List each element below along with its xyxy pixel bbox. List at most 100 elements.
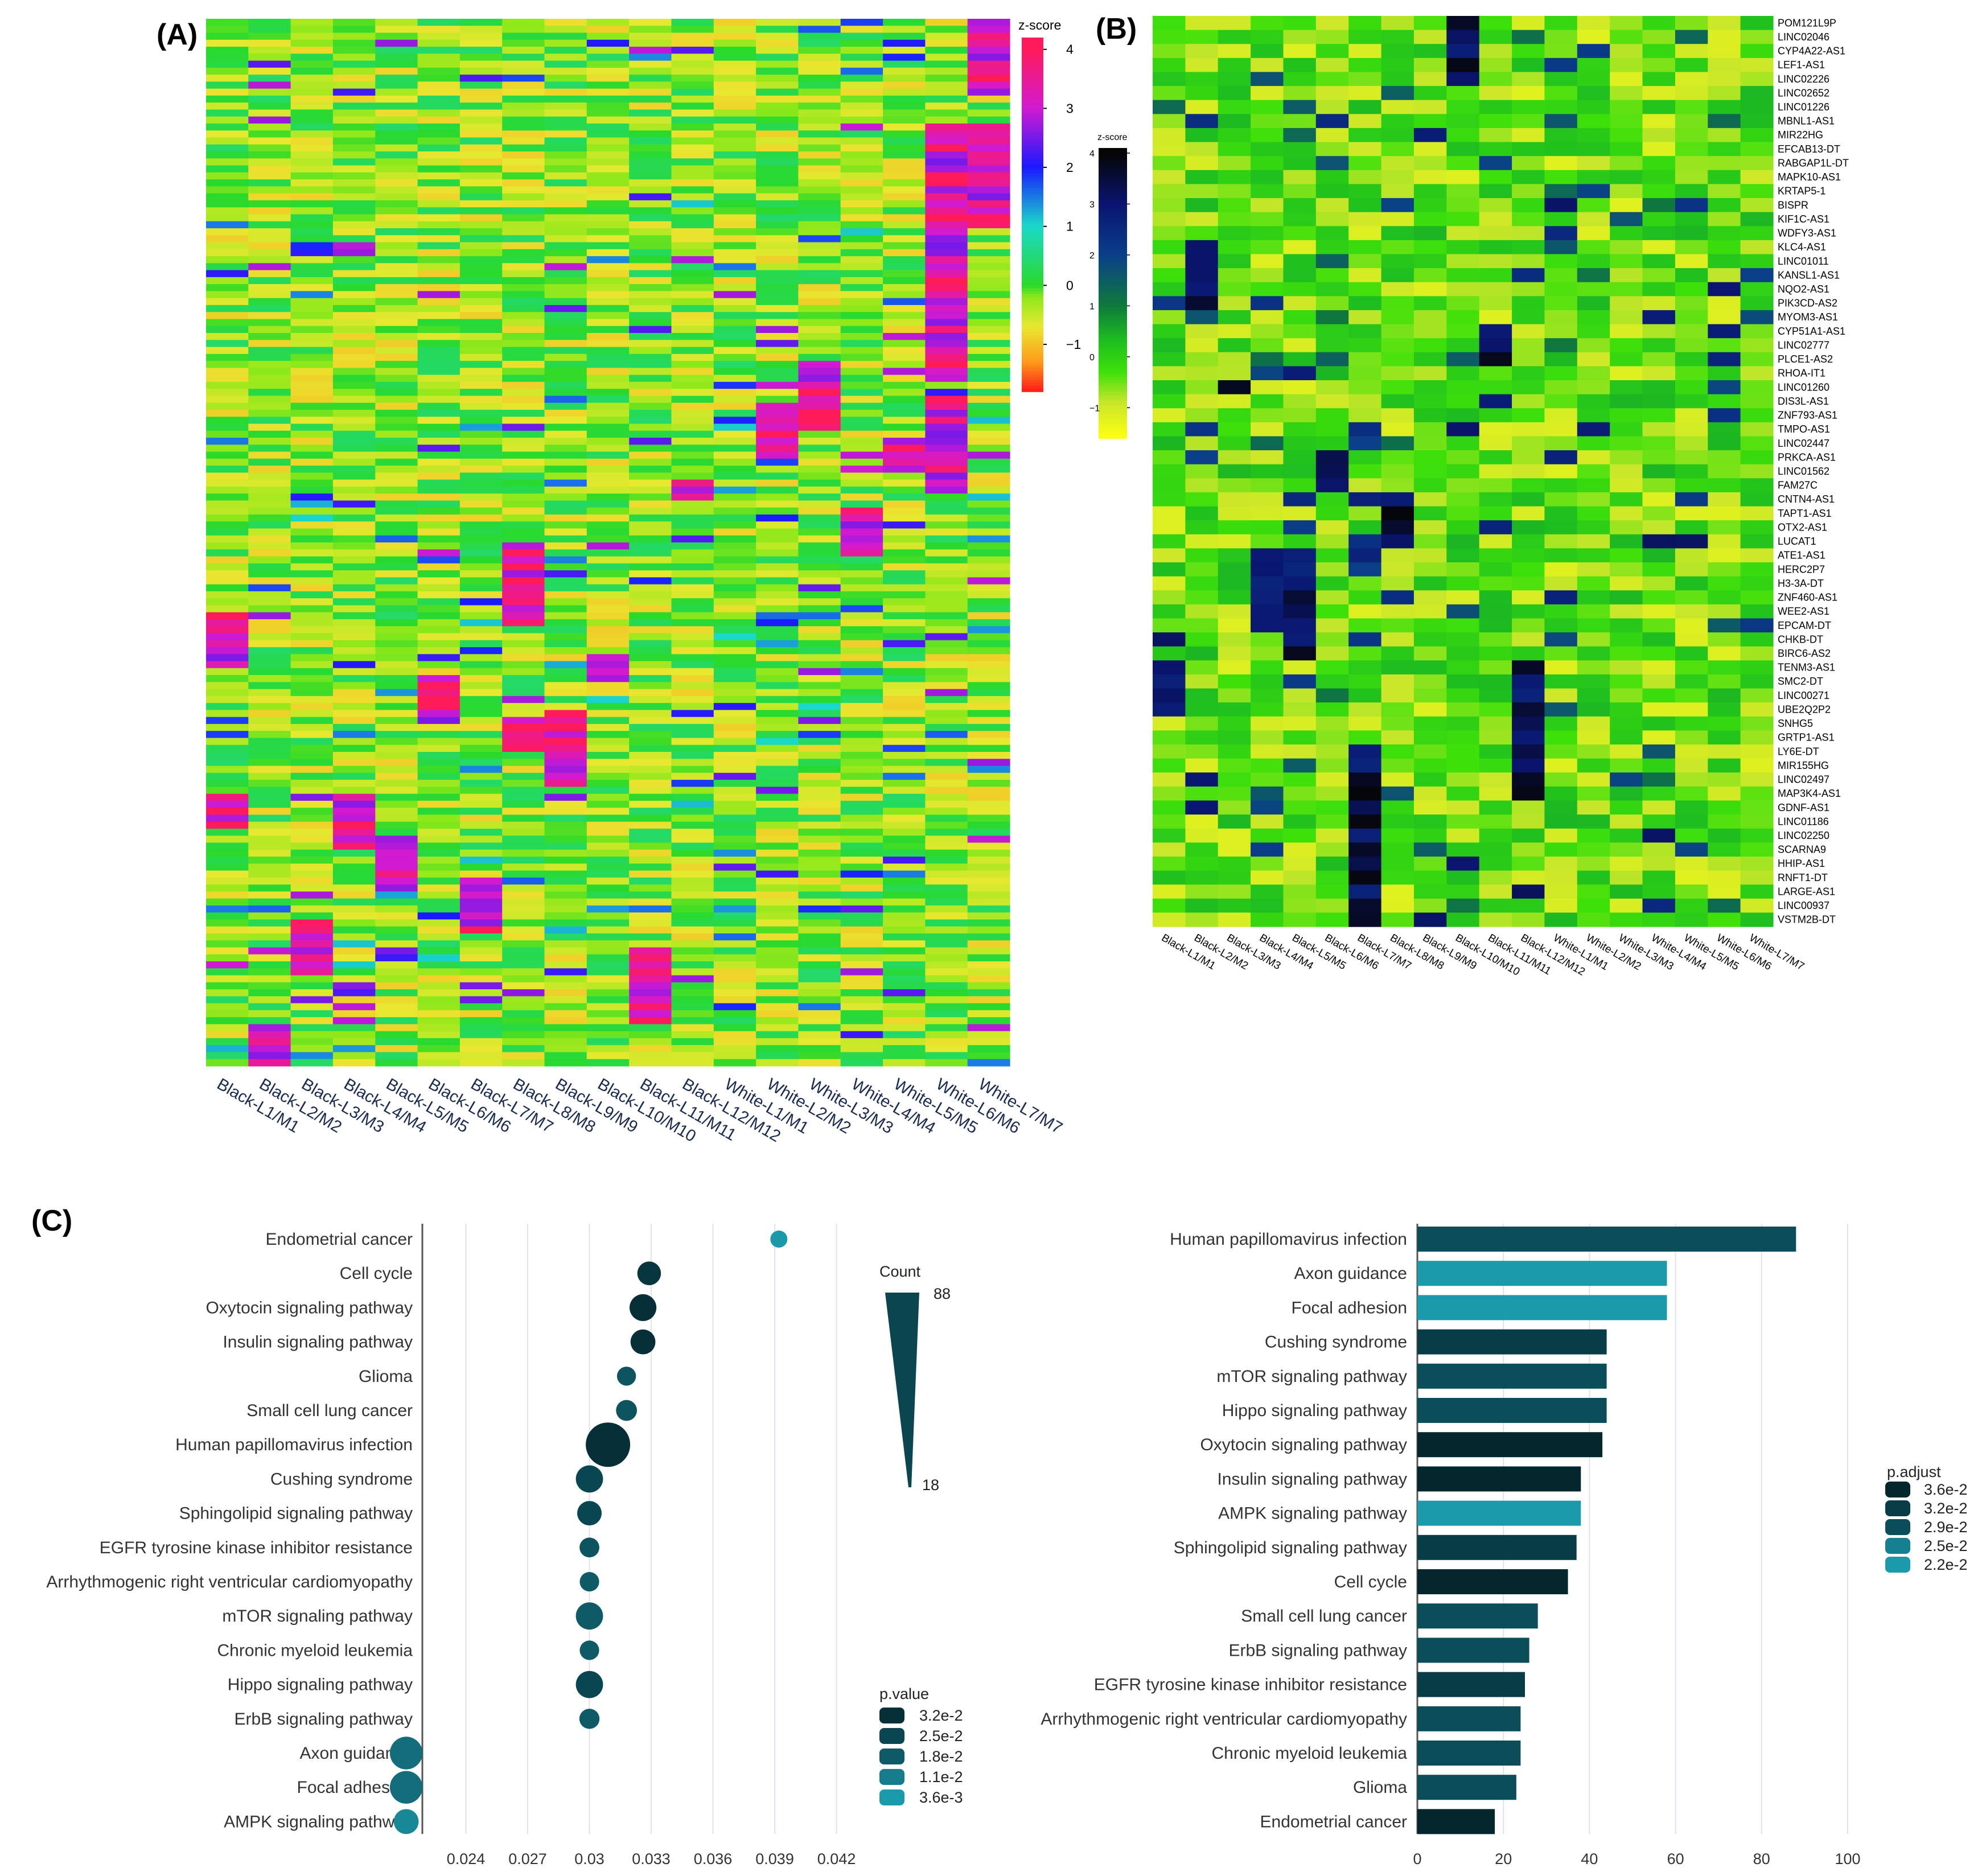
heatmap-b-cell <box>1283 30 1317 44</box>
heatmap-b-gene-label: CNTN4-AS1 <box>1778 493 1835 505</box>
heatmap-b-cell <box>1544 100 1578 114</box>
heatmap-b-cell <box>1153 127 1186 143</box>
heatmap-a-cell <box>502 633 545 641</box>
heatmap-a-cell <box>290 95 334 103</box>
colorbar-a-segment <box>1022 306 1043 310</box>
heatmap-b-cell <box>1479 772 1512 787</box>
heatmap-b-cell <box>1577 366 1610 381</box>
heatmap-a-cell <box>798 556 841 564</box>
heatmap-b-cell <box>1185 142 1219 157</box>
heatmap-a-cell <box>798 661 841 669</box>
heatmap-a-cell <box>840 353 883 361</box>
heatmap-a-cell <box>206 926 249 934</box>
heatmap-a-cell <box>756 780 799 787</box>
heatmap-a-cell <box>629 32 672 40</box>
heatmap-b-cell <box>1512 57 1545 73</box>
heatmap-a-cell <box>967 528 1010 536</box>
heatmap-a-cell <box>332 633 376 641</box>
barplot-bar <box>1417 1329 1607 1355</box>
heatmap-a-cell <box>586 766 630 774</box>
heatmap-b-cell <box>1283 170 1317 184</box>
heatmap-b-gene-label: EFCAB13-DT <box>1778 143 1840 155</box>
heatmap-a-cell <box>756 877 799 885</box>
colorbar-b-segment <box>1099 186 1127 190</box>
heatmap-a-cell <box>248 39 291 47</box>
heatmap-a-cell <box>629 479 672 487</box>
heatmap-a-cell <box>840 919 883 927</box>
heatmap-b-cell <box>1642 464 1676 479</box>
heatmap-a-cell <box>248 723 291 731</box>
heatmap-b-cell <box>1348 898 1382 913</box>
heatmap-a-cell <box>586 528 630 536</box>
heatmap-a-cell <box>713 528 756 536</box>
heatmap-a-cell <box>713 486 756 494</box>
heatmap-b-gene-label: LINC02447 <box>1778 438 1829 449</box>
heatmap-a-cell <box>671 19 714 26</box>
heatmap-a-cell <box>713 947 756 955</box>
heatmap-a-cell <box>544 787 587 795</box>
colorbar-a-segment <box>1022 153 1043 157</box>
heatmap-b-cell <box>1413 590 1447 605</box>
heatmap-a-cell <box>417 39 460 47</box>
heatmap-a-cell <box>925 926 968 934</box>
heatmap-b-cell <box>1413 72 1447 87</box>
heatmap-a-cell <box>417 165 460 173</box>
heatmap-b-cell <box>1642 212 1676 227</box>
heatmap-a-cell <box>544 368 587 376</box>
heatmap-a-cell <box>206 752 249 759</box>
barplot-term-label: Focal adhesion <box>1292 1298 1407 1317</box>
heatmap-a-cell <box>925 200 968 208</box>
heatmap-b-cell <box>1610 688 1643 703</box>
legend-padjust-label: 3.6e-2 <box>1924 1481 1968 1498</box>
heatmap-b-cell <box>1740 127 1774 143</box>
heatmap-a-cell <box>798 381 841 389</box>
heatmap-a-cell <box>967 417 1010 425</box>
heatmap-a-cell <box>629 144 672 152</box>
heatmap-a-cell <box>713 968 756 976</box>
colorbar-a-segment <box>1022 380 1043 384</box>
heatmap-a-cell <box>883 1038 926 1046</box>
heatmap-a-cell <box>586 563 630 571</box>
heatmap-a-cell <box>840 368 883 376</box>
heatmap-b-cell <box>1577 114 1610 129</box>
heatmap-a-cell <box>502 710 545 718</box>
heatmap-b-cell <box>1251 282 1284 297</box>
heatmap-a-cell <box>417 619 460 627</box>
heatmap-b-gene-label: BIRC6-AS2 <box>1778 648 1831 659</box>
heatmap-a-cell <box>756 81 799 89</box>
heatmap-a-cell <box>671 675 714 682</box>
heatmap-b-cell <box>1348 492 1382 507</box>
heatmap-b-cell <box>1479 44 1512 59</box>
heatmap-a-cell <box>290 619 334 627</box>
heatmap-b-cell <box>1479 324 1512 339</box>
heatmap-b-cell <box>1283 324 1317 339</box>
heatmap-a-cell <box>290 340 334 348</box>
heatmap-a-cell <box>290 451 334 459</box>
heatmap-a-cell <box>290 912 334 920</box>
heatmap-a-cell <box>417 200 460 208</box>
heatmap-a-cell <box>883 793 926 801</box>
heatmap-b-cell <box>1642 520 1676 535</box>
heatmap-a-cell <box>925 772 968 780</box>
heatmap-b-cell <box>1610 464 1643 479</box>
heatmap-a-cell <box>629 67 672 75</box>
heatmap-a-cell <box>967 689 1010 697</box>
heatmap-a-cell <box>290 521 334 529</box>
heatmap-b-cell <box>1283 366 1317 381</box>
heatmap-b-cell <box>1479 674 1512 689</box>
heatmap-a-cell <box>248 731 291 739</box>
heatmap-a-cell <box>206 1059 249 1067</box>
heatmap-b-cell <box>1251 170 1284 184</box>
heatmap-a-cell <box>586 396 630 404</box>
heatmap-a-cell <box>798 430 841 438</box>
heatmap-b-cell <box>1708 394 1741 409</box>
heatmap-a-cell <box>798 1017 841 1025</box>
heatmap-a-cell <box>671 787 714 795</box>
heatmap-a-cell <box>206 151 249 159</box>
heatmap-a-cell <box>206 584 249 592</box>
heatmap-a-cell <box>502 165 545 173</box>
heatmap-a-cell <box>375 989 418 997</box>
heatmap-a-cell <box>883 577 926 585</box>
heatmap-a-cell <box>290 591 334 599</box>
heatmap-b-cell <box>1642 716 1676 731</box>
